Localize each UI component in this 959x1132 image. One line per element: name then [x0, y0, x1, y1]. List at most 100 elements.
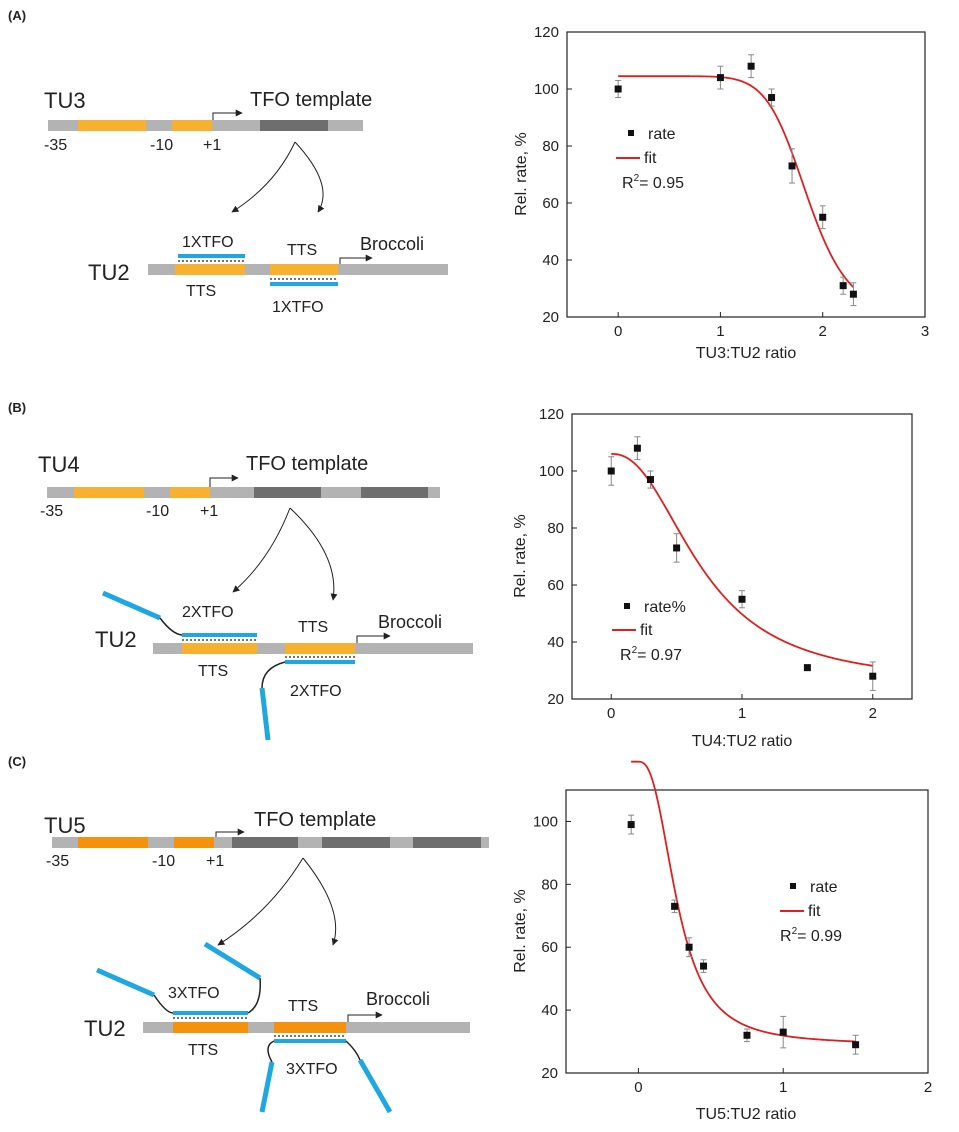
data-point	[607, 467, 615, 475]
y-tick-label: 120	[539, 406, 564, 423]
position-label: -35	[44, 137, 67, 154]
panel-a: (A) TU3 TFO template -35 -10 +1 TU2 1XTF…	[8, 8, 929, 362]
tts-box	[182, 643, 257, 654]
tts-label: TTS	[288, 998, 318, 1015]
y-tick-label: 100	[534, 81, 559, 98]
tts-box	[173, 1022, 248, 1033]
data-point	[673, 544, 681, 552]
x-tick-label: 0	[634, 1079, 642, 1096]
data-point	[779, 1028, 787, 1036]
tfo-tail	[357, 1058, 393, 1114]
tts-box	[175, 264, 245, 275]
tfo-tail	[259, 1061, 275, 1113]
reporter-label: Broccoli	[366, 989, 430, 1009]
data-point	[768, 94, 776, 102]
legend-marker	[628, 130, 634, 136]
legend-marker	[624, 603, 630, 609]
y-tick-label: 20	[547, 691, 564, 708]
tfo-template-region	[260, 120, 328, 131]
x-tick-label: 1	[779, 1079, 787, 1096]
diagram-c: TU5 TFO template -35 -10 +1 TU2	[44, 809, 489, 1114]
tfo-template-region	[413, 837, 481, 848]
plot-frame	[566, 31, 926, 318]
x-ticks: 0 1 2	[634, 1068, 932, 1096]
y-tick-label: 120	[534, 24, 559, 41]
x-ticks: 0 1 2	[607, 694, 877, 722]
bottom-unit-label: TU2	[84, 1016, 126, 1041]
data-point-layer	[614, 54, 857, 307]
r-squared-label: R2= 0.95	[622, 173, 684, 192]
tts-label: TTS	[298, 619, 328, 636]
legend-label: fit	[640, 622, 653, 639]
fit-curve-layer	[611, 453, 873, 667]
y-ticks: 20 40 60 80 100	[533, 813, 571, 1082]
legend: rate fit R2= 0.99	[780, 879, 842, 945]
fit-curve	[611, 453, 873, 667]
panel-label: (B)	[8, 400, 26, 415]
bottom-unit-label: TU2	[88, 260, 130, 285]
tfo-linker	[261, 661, 286, 689]
y-tick-label: 80	[542, 138, 559, 155]
tts-label: TTS	[186, 283, 216, 300]
y-tick-label: 60	[547, 577, 564, 594]
binding-arrow	[217, 857, 304, 946]
promoter-box-10	[172, 120, 212, 131]
y-tick-label: 40	[542, 252, 559, 269]
legend-label: rate%	[644, 599, 686, 616]
top-unit-label: TU5	[44, 813, 86, 838]
y-tick-label: 20	[541, 1065, 558, 1082]
data-point	[614, 85, 622, 93]
legend-label: rate	[810, 879, 838, 896]
reporter-label: Broccoli	[378, 612, 442, 632]
transcription-start-arrow	[347, 1011, 383, 1022]
x-axis-label: TU5:TU2 ratio	[696, 1106, 797, 1123]
data-point	[627, 821, 635, 829]
fit-curve-layer	[631, 760, 856, 1043]
data-point	[700, 962, 708, 970]
transcription-start-arrow	[339, 254, 373, 264]
tfo-template-region	[322, 837, 390, 848]
y-tick-label: 40	[547, 634, 564, 651]
chart-c: 20 40 60 80 100 0 1 2 TU5:TU2 ratio Rel. rate,…	[512, 760, 932, 1123]
y-ticks: 20 40 60 80 100 120	[534, 24, 572, 326]
r-squared-label: R2= 0.99	[780, 926, 842, 945]
tfo-tail	[101, 590, 162, 621]
legend-label: fit	[808, 903, 821, 920]
transcription-start-arrow	[356, 632, 391, 643]
panel-label: (A)	[8, 8, 26, 23]
data-point-layer	[607, 436, 877, 691]
y-tick-label: 80	[547, 520, 564, 537]
panel-label: (C)	[8, 754, 26, 769]
data-point-layer	[627, 814, 860, 1055]
position-label: +1	[206, 853, 224, 870]
y-axis-label: Rel. rate, %	[512, 514, 529, 598]
data-point	[646, 476, 654, 484]
x-tick-label: 2	[869, 705, 877, 722]
data-point	[839, 282, 847, 290]
x-tick-label: 1	[738, 705, 746, 722]
tts-label: TTS	[188, 1042, 218, 1059]
tfo-tail	[259, 687, 271, 741]
tfo-label: 2XTFO	[290, 683, 342, 700]
promoter-box-10	[170, 487, 210, 498]
panel-c: (C) TU5 TFO template -35 -10 +1 TU2	[8, 754, 932, 1123]
y-tick-label: 100	[539, 463, 564, 480]
tts-label: TTS	[287, 242, 317, 259]
tfo-label: 1XTFO	[182, 234, 234, 251]
position-label: -10	[146, 503, 169, 520]
data-point	[869, 672, 877, 680]
chart-b: 20 40 60 80 100 120 0 1 2 TU4:TU2 ratio Rel. ra…	[512, 406, 913, 750]
fit-curve	[618, 75, 855, 288]
promoter-box-35	[78, 837, 148, 848]
dna-strand	[47, 487, 440, 498]
y-tick-label: 60	[542, 195, 559, 212]
tfo-tail	[203, 941, 262, 981]
y-tick-label: 40	[541, 1002, 558, 1019]
x-tick-label: 2	[819, 323, 827, 340]
position-label: +1	[203, 137, 221, 154]
binding-arrow	[302, 857, 339, 946]
transcription-start-arrow	[209, 474, 239, 488]
position-label: -35	[40, 503, 63, 520]
position-label: -35	[46, 853, 69, 870]
